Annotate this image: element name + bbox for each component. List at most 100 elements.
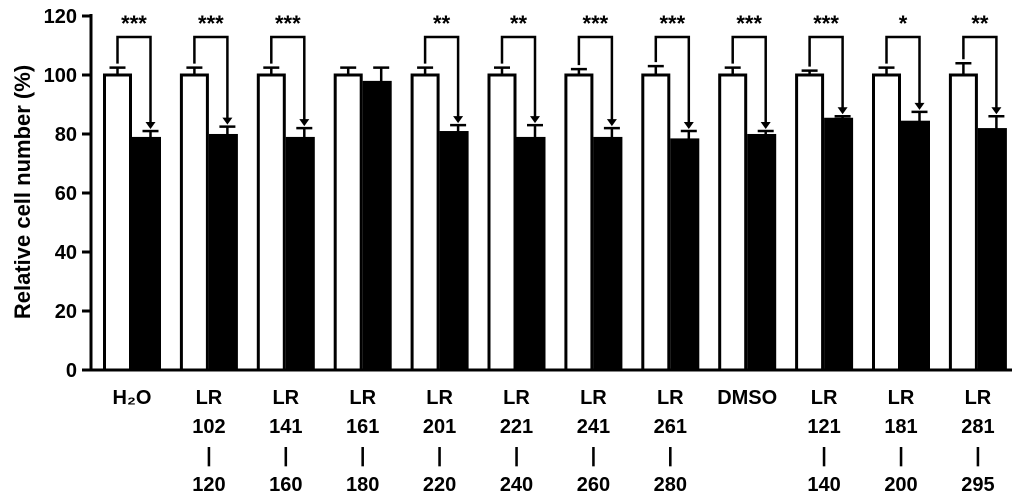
x-category-label: 281 xyxy=(961,416,994,438)
bracket-arrow xyxy=(145,122,156,130)
x-category-label: LR xyxy=(196,387,223,409)
x-category-label: LR xyxy=(811,387,838,409)
y-tick-label: 60 xyxy=(55,183,77,205)
significance-bracket xyxy=(962,35,998,113)
significance-bracket xyxy=(500,35,537,122)
x-category-label: 201 xyxy=(423,416,456,438)
significance-bracket xyxy=(423,35,460,122)
x-category-label: 140 xyxy=(807,474,840,496)
bracket-arrow xyxy=(606,119,617,127)
significance-label: *** xyxy=(659,11,685,36)
bar xyxy=(208,133,238,372)
bar xyxy=(439,131,469,372)
x-category-label: | xyxy=(898,445,904,467)
bar xyxy=(824,117,854,372)
bar xyxy=(593,136,623,372)
x-category-label: LR xyxy=(888,387,915,409)
x-category-label: LR xyxy=(272,387,299,409)
x-category-label: | xyxy=(591,445,597,467)
x-category-label: | xyxy=(283,445,289,467)
x-category-label: 200 xyxy=(884,474,917,496)
bar xyxy=(516,136,546,372)
x-category-label: 102 xyxy=(192,416,225,438)
x-category-label: 280 xyxy=(654,474,687,496)
bracket-arrow xyxy=(914,102,925,110)
bar xyxy=(103,73,132,372)
bar xyxy=(641,73,671,372)
x-category-label: | xyxy=(437,445,443,467)
significance-label: *** xyxy=(736,11,762,36)
bar xyxy=(948,73,978,372)
x-category-label: | xyxy=(206,445,212,467)
bar xyxy=(901,120,930,372)
significance-bracket xyxy=(885,35,921,108)
x-category-label: 161 xyxy=(346,416,379,438)
bar xyxy=(977,128,1007,372)
bracket-arrow xyxy=(530,116,540,124)
bracket-arrow xyxy=(837,107,848,115)
significance-label: *** xyxy=(813,11,839,36)
significance-label: *** xyxy=(198,11,224,36)
significance-bracket xyxy=(808,35,844,113)
significance-label: *** xyxy=(583,11,609,36)
x-category-label: H₂O xyxy=(113,387,152,409)
bar xyxy=(670,138,700,372)
bracket-arrow xyxy=(760,122,771,130)
bar xyxy=(256,73,286,372)
x-category-label: LR xyxy=(965,387,992,409)
y-tick-label: 20 xyxy=(55,301,77,323)
significance-bracket xyxy=(270,35,306,125)
significance-label: *** xyxy=(121,11,147,36)
significance-label: ** xyxy=(971,11,989,36)
bracket-arrow xyxy=(299,119,310,127)
bar xyxy=(285,136,315,372)
x-category-label: 221 xyxy=(500,416,533,438)
x-category-label: | xyxy=(821,445,827,467)
significance-label: ** xyxy=(433,11,451,36)
significance-bracket xyxy=(577,35,614,125)
x-category-label: 220 xyxy=(423,474,456,496)
y-tick-label: 80 xyxy=(55,124,77,146)
significance-bracket xyxy=(731,35,767,128)
x-category-label: | xyxy=(667,445,673,467)
significance-label: * xyxy=(899,11,908,36)
significance-bracket xyxy=(193,35,229,123)
x-category-label: | xyxy=(514,445,520,467)
bar xyxy=(795,73,825,372)
bar xyxy=(747,133,777,372)
x-category-label: 240 xyxy=(500,474,533,496)
x-category-label: 121 xyxy=(807,416,840,438)
x-category-label: 261 xyxy=(654,416,687,438)
x-category-label: 295 xyxy=(961,474,994,496)
bar xyxy=(132,136,161,372)
bracket-arrow xyxy=(991,107,1002,115)
x-category-label: | xyxy=(975,445,981,467)
significance-bracket xyxy=(116,35,152,128)
significance-label: *** xyxy=(275,11,301,36)
bar xyxy=(362,80,392,372)
x-category-label: 241 xyxy=(577,416,610,438)
significance-bracket xyxy=(654,35,691,128)
x-category-label: 181 xyxy=(884,416,917,438)
bar xyxy=(487,73,517,372)
x-category-label: 180 xyxy=(346,474,379,496)
y-tick-label: 120 xyxy=(44,6,77,28)
bracket-arrow xyxy=(683,122,694,130)
y-axis-title: Relative cell number (%) xyxy=(10,65,35,319)
x-category-label: LR xyxy=(426,387,453,409)
y-tick-label: 0 xyxy=(66,360,77,382)
bar xyxy=(872,73,901,372)
x-category-label: DMSO xyxy=(717,387,777,409)
x-category-label: 141 xyxy=(269,416,302,438)
x-category-label: 260 xyxy=(577,474,610,496)
x-category-label: 120 xyxy=(192,474,225,496)
x-category-label: 160 xyxy=(269,474,302,496)
bar xyxy=(179,73,209,372)
x-category-label: LR xyxy=(657,387,684,409)
x-category-label: | xyxy=(360,445,366,467)
bracket-arrow xyxy=(453,116,464,124)
x-category-label: LR xyxy=(503,387,530,409)
y-tick-label: 40 xyxy=(55,242,77,264)
bracket-arrow xyxy=(222,117,233,125)
